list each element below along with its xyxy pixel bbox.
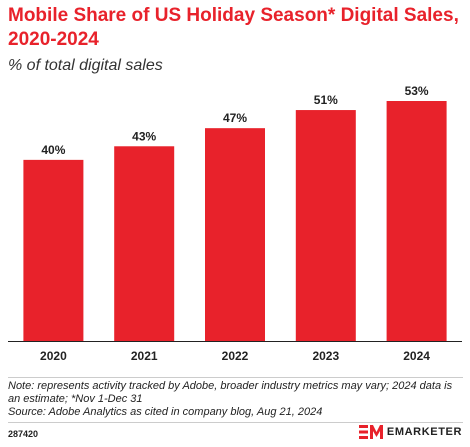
emarketer-logo-icon: [358, 425, 383, 439]
data-label-2020: 40%: [41, 143, 65, 157]
x-tick-label-2021: 2021: [131, 349, 158, 363]
x-tick-label-2023: 2023: [312, 349, 339, 363]
bar-2021: [114, 146, 175, 341]
note-text: Note: represents activity tracked by Ado…: [8, 380, 453, 405]
data-label-2024: 53%: [405, 84, 429, 98]
bar-2023: [295, 110, 356, 341]
bar-2024: [386, 101, 447, 341]
footer-divider: [8, 422, 463, 423]
bar-2020: [23, 159, 84, 341]
data-label-2021: 43%: [132, 129, 156, 143]
source-text: Source: Adobe Analytics as cited in comp…: [8, 406, 323, 418]
data-label-2023: 51%: [314, 93, 338, 107]
x-tick-label-2020: 2020: [40, 349, 67, 363]
chart-notes: Note: represents activity tracked by Ado…: [8, 380, 463, 419]
bar-2022: [205, 128, 265, 341]
data-label-2022: 47%: [223, 111, 247, 125]
x-tick-label-2024: 2024: [403, 349, 430, 363]
x-tick-label-2022: 2022: [222, 349, 249, 363]
chart-title: Mobile Share of US Holiday Season* Digit…: [8, 5, 459, 50]
notes-divider: [8, 377, 463, 378]
bar-chart: 40% 2020 43% 2021 47% 2022 51% 2023 53% 2024: [8, 84, 462, 363]
chart-subtitle: % of total digital sales: [8, 57, 163, 74]
chart-id: 287420: [8, 429, 39, 439]
brand-name: EMARKETER: [386, 426, 462, 438]
brand-logo: EMARKETER: [358, 425, 462, 439]
